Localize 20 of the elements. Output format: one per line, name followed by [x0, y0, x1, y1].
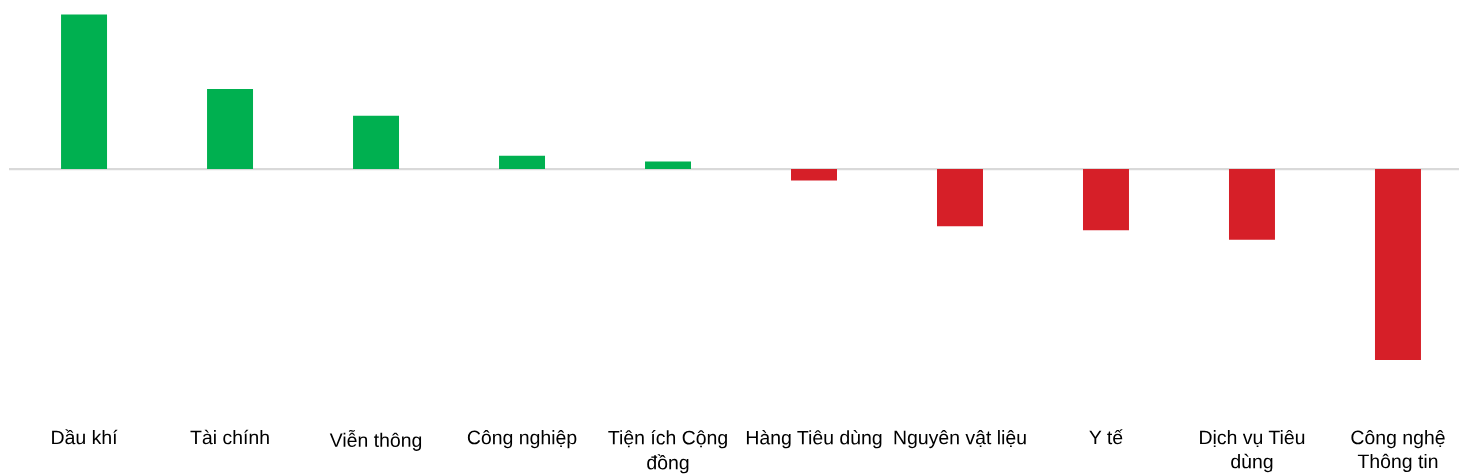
bar [1083, 169, 1129, 231]
x-tick-label: Dầu khí [52, 429, 118, 445]
bar [791, 169, 837, 181]
bar [499, 155, 546, 170]
x-tick-label: Công nghiệp [467, 430, 577, 449]
bar [353, 115, 400, 170]
x-tick-label: Y tế [1089, 429, 1123, 445]
x-tick-label: Viễn thông [329, 430, 422, 451]
x-tick-label: Nguyên vật liệu [894, 430, 1026, 449]
bar [645, 161, 692, 170]
x-tick-label: Công nghệ Thông tin [1351, 430, 1445, 473]
x-tick-label: Hàng Tiêu dùng [746, 430, 882, 449]
bar [207, 88, 254, 170]
x-tick-label: Tài chính [190, 429, 269, 445]
bar [1374, 169, 1421, 360]
bar [937, 169, 983, 227]
x-tick-label: Tiện ích Cộng đồng [608, 430, 727, 474]
bar [1228, 169, 1275, 240]
x-tick-label: Dịch vụ Tiêu dùng [1200, 429, 1305, 473]
bar [61, 14, 108, 170]
